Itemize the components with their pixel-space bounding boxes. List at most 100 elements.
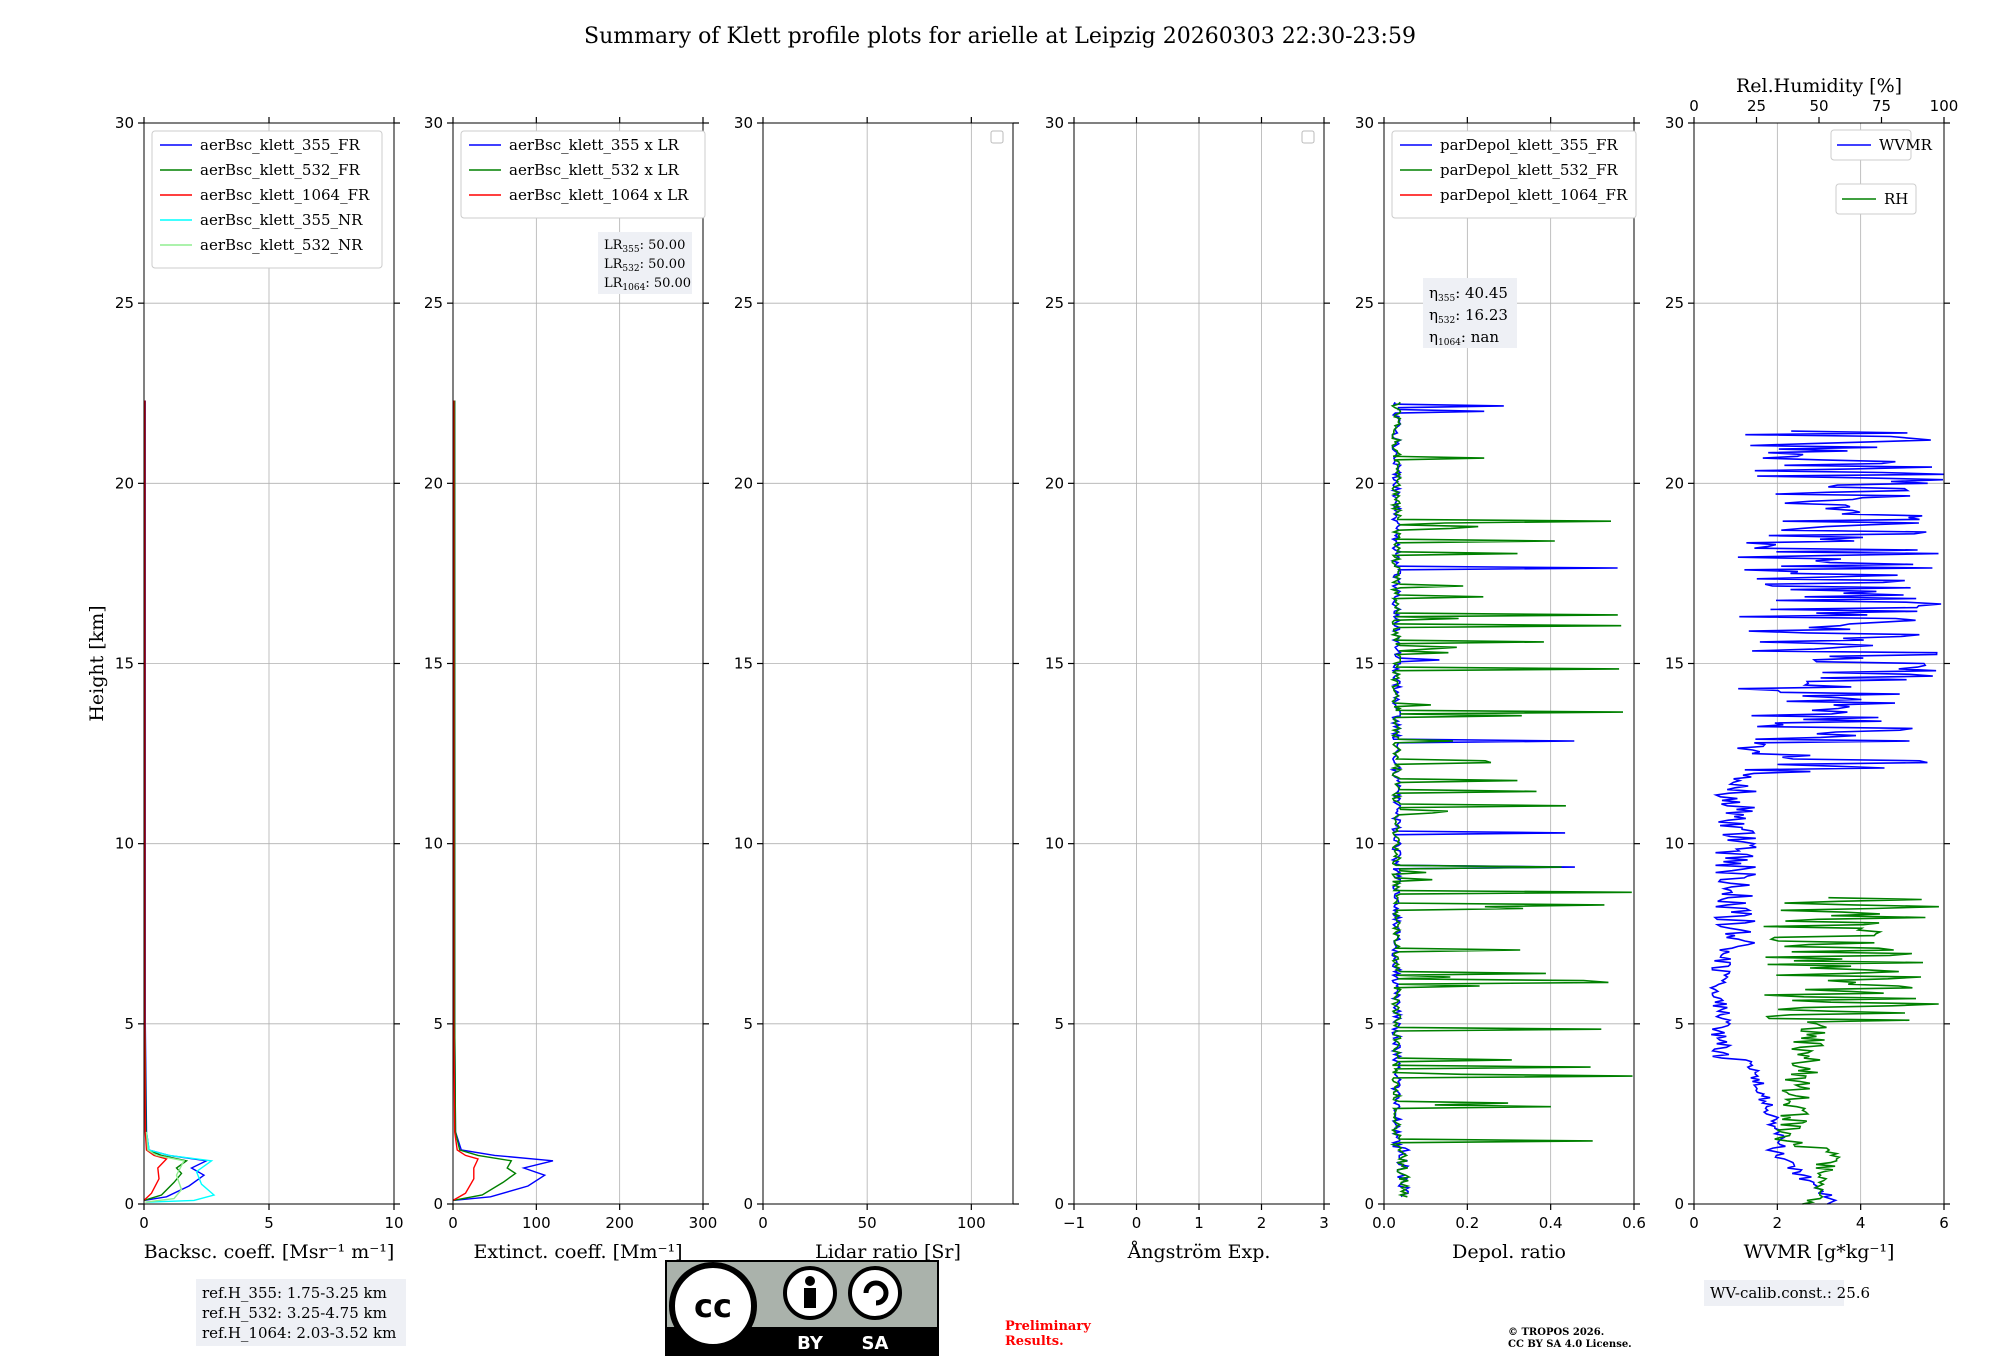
x-axis-label: Depol. ratio <box>1452 1241 1566 1263</box>
y-tick-label: 10 <box>1355 835 1374 853</box>
series-line-aerBsc_klett_355_NR <box>145 1131 216 1203</box>
y-tick-label: 15 <box>1665 655 1684 673</box>
x-tick-label: 4 <box>1856 1214 1866 1232</box>
cc-by-sa-logo: cc BY SA <box>665 1260 939 1356</box>
x-tick-label: 50 <box>858 1214 877 1232</box>
x-tick-label: 0 <box>448 1214 458 1232</box>
x-axis-label: WVMR [g*kg⁻¹] <box>1744 1241 1895 1263</box>
y-tick-label: 15 <box>424 655 443 673</box>
y-tick-label: 10 <box>1665 835 1684 853</box>
y-tick-label: 30 <box>115 114 134 132</box>
legend-box <box>460 130 706 219</box>
legend-label: aerBsc_klett_532_NR <box>200 236 363 254</box>
series-line-aerBsc_klett_532 x LR <box>452 400 517 1202</box>
y-tick-label: 15 <box>1045 655 1064 673</box>
x-tick-label: 0.4 <box>1539 1214 1563 1232</box>
annotation-value: : nan <box>1461 328 1499 346</box>
empty-legend-box <box>1301 130 1315 144</box>
top-x-tick-label: 75 <box>1872 97 1891 115</box>
x-tick-label: 0 <box>758 1214 768 1232</box>
y-tick-label: 15 <box>115 655 134 673</box>
annotation-symbol: LR <box>604 257 624 272</box>
series-line-parDepol_klett_355_FR <box>1389 401 1618 1198</box>
y-tick-label: 5 <box>743 1015 753 1033</box>
ref-height-532: ref.H_532: 3.25-4.75 km <box>202 1304 387 1322</box>
x-tick-label: 5 <box>264 1214 274 1232</box>
y-tick-label: 10 <box>424 835 443 853</box>
annotation-value: : 50.00 <box>640 257 686 272</box>
annotation-box <box>1423 278 1517 348</box>
y-tick-label: 0 <box>433 1195 443 1213</box>
y-tick-label: 30 <box>1045 114 1064 132</box>
preliminary-line1: Preliminary <box>1005 1319 1091 1334</box>
legend-box <box>151 130 383 269</box>
empty-legend-box <box>990 130 1004 144</box>
annotation-subscript: 355 <box>622 245 639 255</box>
x-tick-label: −1 <box>1063 1214 1085 1232</box>
legend-label: RH <box>1884 190 1908 208</box>
series-line-aerBsc_klett_532_FR <box>143 400 189 1202</box>
annotation-subscript: 1064 <box>1438 338 1461 348</box>
x-tick-label: 100 <box>957 1214 986 1232</box>
annotation-symbol: LR <box>604 238 624 253</box>
annotation-box <box>598 232 692 294</box>
by-text: BY <box>797 1333 824 1354</box>
copyright-line1: © TROPOS 2026. <box>1508 1327 1604 1338</box>
annotation-value: : 50.00 <box>640 238 686 253</box>
sa-share-icon <box>848 1266 902 1320</box>
y-tick-label: 20 <box>1355 474 1374 492</box>
annotation-subscript: 1064 <box>622 283 645 293</box>
y-tick-label: 20 <box>734 474 753 492</box>
x-tick-label: 2 <box>1773 1214 1783 1232</box>
panel-lidar-ratio: 0 5 10 15 20 25 30 0 50 100 Lidar ratio [Sr] <box>734 114 1019 1263</box>
y-tick-label: 25 <box>734 294 753 312</box>
y-tick-label: 30 <box>1665 114 1684 132</box>
figure-title: Summary of Klett profile plots for ariel… <box>584 24 1416 49</box>
y-tick-label: 15 <box>1355 655 1374 673</box>
legend-label: aerBsc_klett_355 x LR <box>509 136 680 154</box>
x-tick-label: 100 <box>522 1214 551 1232</box>
legend-label: aerBsc_klett_355_NR <box>200 211 363 229</box>
annotation-subscript: 355 <box>1438 294 1455 304</box>
y-tick-label: 25 <box>1355 294 1374 312</box>
ref-height-1064: ref.H_1064: 2.03-3.52 km <box>202 1324 396 1342</box>
y-tick-label: 30 <box>1355 114 1374 132</box>
ref-height-box: ref.H_355: 1.75-3.25 km ref.H_532: 3.25-… <box>196 1279 406 1346</box>
legend-label: aerBsc_klett_1064 x LR <box>509 186 689 204</box>
y-tick-label: 5 <box>124 1015 134 1033</box>
y-tick-label: 10 <box>115 835 134 853</box>
y-tick-label: 20 <box>115 474 134 492</box>
y-tick-label: 10 <box>734 835 753 853</box>
x-axis-label: Lidar ratio [Sr] <box>815 1241 961 1263</box>
legend-label: parDepol_klett_355_FR <box>1440 136 1618 154</box>
annotation-line: LR532: 50.00 <box>604 257 685 274</box>
x-tick-label: 0 <box>1689 1214 1699 1232</box>
y-tick-label: 5 <box>1054 1015 1064 1033</box>
annotation-symbol: LR <box>604 276 624 291</box>
series-line-parDepol_klett_532_FR <box>1389 401 1633 1198</box>
series-line-aerBsc_klett_1064_FR <box>143 400 168 1201</box>
annotation-subscript: 532 <box>1438 316 1455 326</box>
legend-label: aerBsc_klett_532_FR <box>200 161 360 179</box>
x-tick-label: 0.6 <box>1622 1214 1646 1232</box>
x-tick-label: 300 <box>689 1214 718 1232</box>
panel-wvmr: 0 5 10 15 20 25 30 0 2 4 6 WVMR [g*kg⁻¹] 0 25 50 75 100 R… <box>1665 75 1958 1263</box>
preliminary-line2: Results. <box>1005 1334 1064 1349</box>
x-axis-label: Extinct. coeff. [Mm⁻¹] <box>473 1241 682 1263</box>
annotation-symbol: η <box>1429 284 1438 302</box>
series-line-aerBsc_klett_532_NR <box>145 1131 186 1203</box>
x-tick-label: 2 <box>1257 1214 1267 1232</box>
x-tick-label: 200 <box>605 1214 634 1232</box>
y-tick-label: 5 <box>1364 1015 1374 1033</box>
x-tick-label: 6 <box>1939 1214 1949 1232</box>
series-line-aerBsc_klett_355_FR <box>143 400 209 1202</box>
x-axis-label: Backsc. coeff. [Msr⁻¹ m⁻¹] <box>144 1241 395 1263</box>
series-line-RH <box>1763 896 1939 1205</box>
y-axis-label: Height [km] <box>86 605 108 721</box>
x-tick-label: 0.2 <box>1455 1214 1479 1232</box>
legend-label: aerBsc_klett_355_FR <box>200 136 360 154</box>
wv-calib-box-bg <box>1704 1280 1844 1306</box>
annotation-symbol: η <box>1429 328 1438 346</box>
